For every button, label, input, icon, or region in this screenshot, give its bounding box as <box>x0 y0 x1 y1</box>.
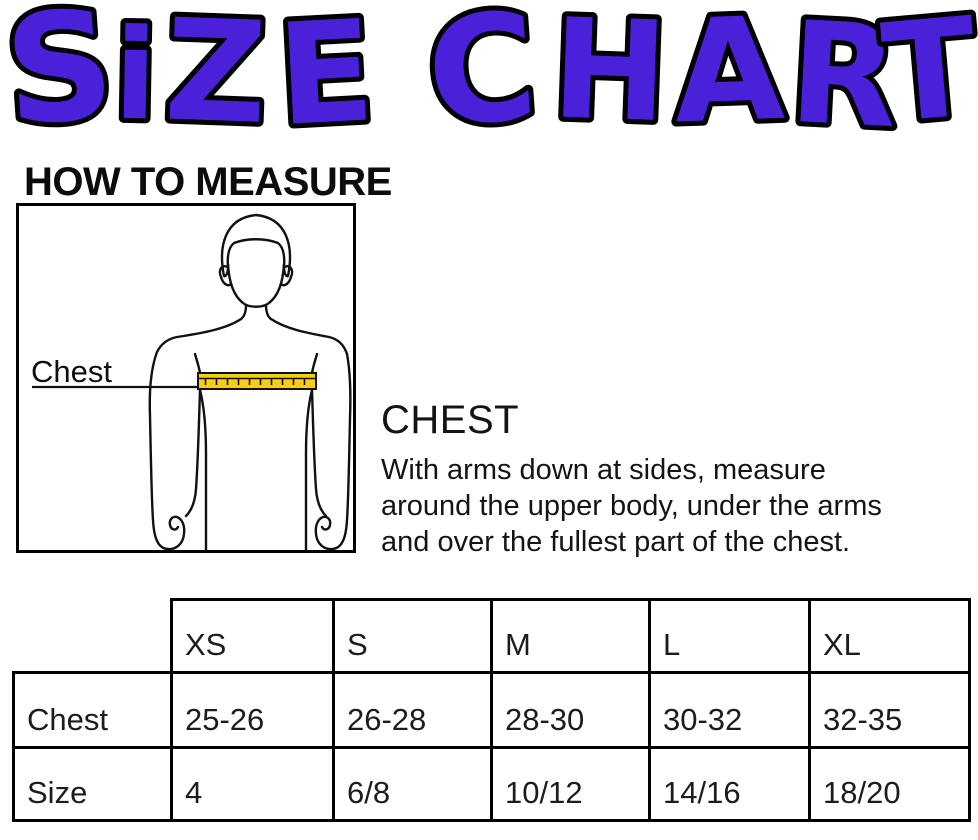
row-label-chest: Chest <box>12 671 173 749</box>
col-header-s: S <box>332 598 493 674</box>
row-label-size: Size <box>12 746 173 822</box>
title-banner: S i Z E C H A R T <box>0 0 978 155</box>
how-to-measure-heading: HOW TO MEASURE <box>24 160 392 204</box>
table-row-size: Size 4 6/8 10/12 14/16 18/20 <box>12 746 971 822</box>
figure-hair <box>220 213 292 278</box>
figure-face <box>226 262 286 308</box>
figure-ear-left <box>218 265 233 287</box>
figure-inner-arms <box>184 388 328 518</box>
title-letter: T <box>877 0 978 154</box>
size-value-xl: 18/20 <box>808 746 971 822</box>
title-letter: i <box>113 3 158 149</box>
title-letter: S <box>0 0 120 155</box>
chest-value-xs: 25-26 <box>170 671 335 749</box>
size-value-xs: 4 <box>170 746 335 822</box>
figure-arm-left <box>148 350 186 550</box>
figure-neck <box>239 303 273 321</box>
size-value-s: 6/8 <box>332 746 493 822</box>
chest-value-m: 28-30 <box>490 671 651 749</box>
col-header-xl: XL <box>808 598 971 674</box>
measurement-diagram: Chest <box>16 203 356 553</box>
title-letter: R <box>786 0 902 155</box>
size-value-l: 14/16 <box>648 746 811 822</box>
chest-value-l: 30-32 <box>648 671 811 749</box>
title-letter: H <box>549 0 670 153</box>
measuring-tape-ticks <box>204 379 306 385</box>
instruction-line: around the upper body, under the arms <box>381 490 882 522</box>
col-header-m: M <box>490 598 651 674</box>
figure-ear-right <box>279 265 294 287</box>
size-table-corner-cell <box>14 600 172 673</box>
size-table: XS S M L XL Chest 25-26 26-28 28-30 30-3… <box>12 598 971 822</box>
title-letter: C <box>422 0 542 155</box>
title-letter: A <box>671 0 787 155</box>
chest-label: Chest <box>31 354 112 389</box>
chest-value-xl: 32-35 <box>808 671 971 749</box>
figure-shoulders <box>155 317 349 356</box>
table-row-chest: Chest 25-26 26-28 28-30 30-32 32-35 <box>12 671 971 749</box>
figure-arm-right <box>314 352 352 550</box>
title-text: S i Z E C H A R T <box>0 0 978 155</box>
figure-torso <box>198 388 314 550</box>
size-table-header-row: XS S M L XL <box>14 598 971 674</box>
torso-illustration: Chest <box>31 213 352 550</box>
instruction-line: With arms down at sides, measure <box>381 454 826 486</box>
instruction-line: and over the fullest part of the chest. <box>381 526 851 558</box>
col-header-xs: XS <box>170 598 335 674</box>
size-value-m: 10/12 <box>490 746 651 822</box>
figure-chest-sides <box>193 352 319 375</box>
col-header-l: L <box>648 598 811 674</box>
title-letter: E <box>274 0 378 155</box>
chest-instructions: With arms down at sides, measure around … <box>381 452 882 560</box>
chest-section-heading: CHEST <box>381 398 520 442</box>
title-letter: Z <box>162 0 269 155</box>
chest-value-s: 26-28 <box>332 671 493 749</box>
